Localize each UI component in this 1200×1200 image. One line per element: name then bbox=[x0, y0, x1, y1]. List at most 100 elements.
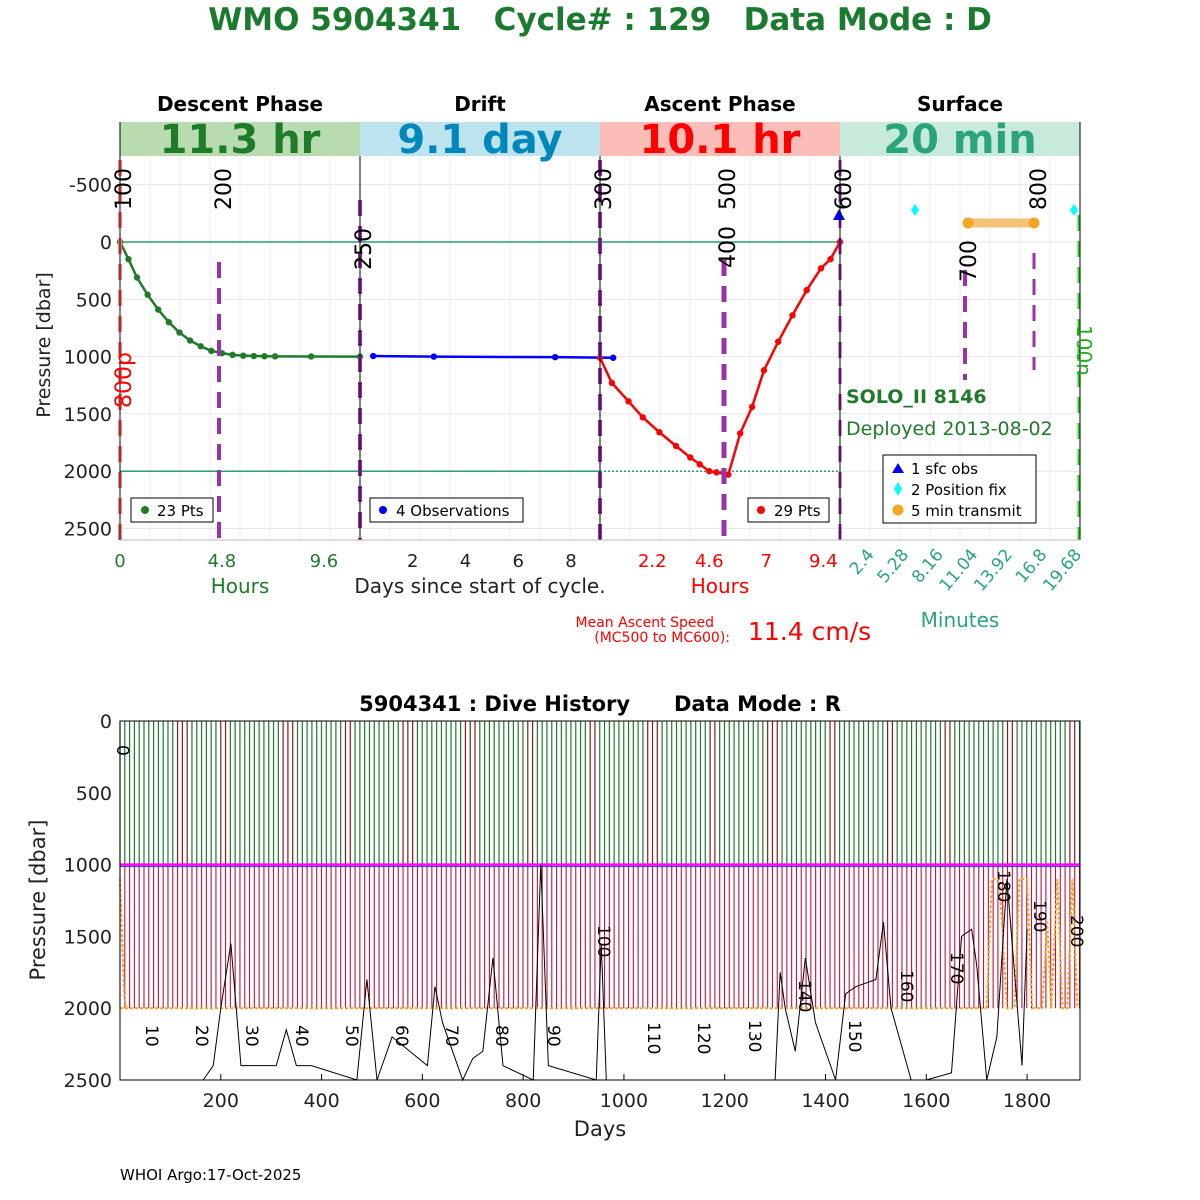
drift-point bbox=[430, 353, 438, 360]
ascent-point bbox=[639, 414, 646, 421]
drift-legend: 4 Observations bbox=[369, 497, 524, 523]
page-title: WMO 5904341 Cycle# : 129 Data Mode : D bbox=[208, 2, 992, 38]
ascent-duration: 10.1 hr bbox=[640, 117, 801, 163]
mission-code-400: 400 bbox=[716, 226, 741, 268]
cycle-label-190: 190 bbox=[1029, 900, 1049, 932]
cycle-label-170: 170 bbox=[946, 952, 966, 984]
history-y-tick-label: 2000 bbox=[64, 998, 112, 1020]
sfc-obs-legend-label: 1 sfc obs bbox=[911, 460, 978, 478]
transmit-legend-label: 5 min transmit bbox=[911, 502, 1022, 520]
dive-history-x-ticks: 200 400 600 800 1000 1200 1400 1600 1800 bbox=[203, 1074, 1051, 1112]
dive-history-ylabel: Pressure [dbar] bbox=[26, 820, 50, 981]
cycle-label-100: 100 bbox=[593, 925, 613, 957]
ascent-legend: 29 Pts bbox=[747, 497, 830, 523]
ascent-point bbox=[736, 430, 744, 437]
history-x-tick-label: 600 bbox=[404, 1090, 440, 1112]
history-x-tick-label: 1600 bbox=[902, 1090, 950, 1112]
drift-duration-band bbox=[360, 122, 600, 156]
ascent-point bbox=[625, 398, 632, 405]
phase-title-descent: Descent Phase bbox=[157, 92, 323, 116]
mission-code-100: 100 bbox=[112, 168, 137, 210]
history-x-tick-label: 1200 bbox=[701, 1090, 749, 1112]
green-pressure-label: 100n bbox=[1072, 325, 1096, 376]
ascent-point bbox=[748, 403, 756, 411]
history-y-tick-label: 1500 bbox=[64, 926, 112, 948]
ascent-point bbox=[706, 468, 713, 475]
drift-x-tick-label: 6 bbox=[513, 551, 524, 572]
transmit-end-point bbox=[1028, 217, 1040, 229]
cycle-label-50: 50 bbox=[341, 1025, 361, 1047]
cycle-y-tick-label: 500 bbox=[76, 289, 112, 311]
history-y-tick-label: 1000 bbox=[64, 855, 112, 877]
surface-x-tick-label: 5.28 bbox=[874, 545, 914, 587]
cycle-label-150: 150 bbox=[844, 1020, 864, 1052]
drift-x-tick-label: 2 bbox=[407, 551, 418, 572]
descent-point bbox=[165, 319, 173, 326]
drift-line bbox=[373, 354, 614, 359]
ascent-xlabel: Hours bbox=[691, 574, 750, 598]
cycle-label-20: 20 bbox=[191, 1025, 211, 1047]
ascent-legend-label: 29 Pts bbox=[774, 502, 821, 520]
surface-obs-point bbox=[833, 209, 845, 220]
ascent-point bbox=[687, 454, 694, 461]
drift-legend-label: 4 Observations bbox=[396, 502, 510, 520]
cycle-label-60: 60 bbox=[391, 1025, 411, 1047]
history-x-tick-label: 200 bbox=[203, 1090, 239, 1112]
mission-code-500: 500 bbox=[716, 168, 741, 210]
dive-history-profiles bbox=[119, 721, 1081, 1009]
ascent-point bbox=[817, 265, 825, 272]
history-x-tick-label: 1800 bbox=[1003, 1090, 1051, 1112]
ascent-point bbox=[656, 429, 663, 436]
ascent-duration-band bbox=[600, 122, 840, 156]
cycle-y-tick-label: -500 bbox=[69, 175, 112, 197]
red-pressure-label: 800p bbox=[112, 352, 137, 408]
history-y-tick-label: 500 bbox=[76, 783, 112, 805]
ascent-point bbox=[608, 379, 616, 387]
descent-x-tick-label: 0 bbox=[114, 551, 125, 572]
dive-history-y-ticks: 0 500 1000 1500 2000 2500 bbox=[64, 711, 112, 1092]
transmit-start-point bbox=[962, 217, 974, 229]
descent-point bbox=[229, 351, 236, 359]
descent-point bbox=[133, 274, 141, 281]
ascent-point bbox=[672, 442, 680, 450]
mission-code-300: 300 bbox=[592, 168, 617, 210]
mission-code-200: 200 bbox=[212, 168, 237, 210]
descent-point bbox=[250, 352, 258, 360]
cycle-chart: Descent Phase Drift Ascent Phase Surface… bbox=[33, 92, 1096, 646]
ascent-point bbox=[775, 338, 782, 345]
drift-point bbox=[551, 353, 559, 361]
drift-x-tick-label: 4 bbox=[460, 551, 471, 572]
cycle-y-tick-label: 2500 bbox=[64, 519, 112, 541]
drift-point bbox=[609, 354, 617, 361]
position-fix-point bbox=[911, 204, 919, 216]
mission-code-800: 800 bbox=[1027, 168, 1052, 210]
history-y-tick-label: 0 bbox=[100, 711, 112, 733]
mission-code-labels: 100 200 250 300 400 500 600 700 800 800p 100n bbox=[112, 168, 1096, 408]
drift-legend-marker bbox=[379, 506, 387, 514]
descent-legend-label: 23 Pts bbox=[157, 502, 204, 520]
ascent-x-tick-label: 4.6 bbox=[695, 551, 724, 572]
descent-point bbox=[239, 352, 247, 359]
surface-x-tick-label: 13.92 bbox=[970, 545, 1017, 595]
dive-history-xlabel: Days bbox=[574, 1117, 626, 1141]
position-fix-legend-marker bbox=[894, 482, 902, 496]
deployment-date: Deployed 2013-08-02 bbox=[846, 418, 1053, 440]
descent-xlabel: Hours bbox=[211, 574, 270, 598]
history-y-tick-label: 2500 bbox=[64, 1070, 112, 1092]
descent-point bbox=[144, 291, 151, 298]
ascent-point bbox=[725, 471, 732, 478]
cycle-y-tick-label: 1500 bbox=[64, 404, 112, 426]
ascent-speed-value: 11.4 cm/s bbox=[748, 617, 871, 646]
cycle-label-140: 140 bbox=[794, 980, 814, 1012]
descent-point bbox=[208, 347, 215, 355]
history-x-tick-label: 1400 bbox=[801, 1090, 849, 1112]
ascent-point bbox=[760, 367, 768, 374]
descent-point bbox=[261, 353, 268, 360]
cycle-label-40: 40 bbox=[291, 1025, 311, 1047]
ascent-point bbox=[713, 469, 720, 476]
ascent-legend-marker bbox=[757, 506, 765, 514]
footer-credit: WHOI Argo:17-Oct-2025 bbox=[120, 1166, 302, 1184]
descent-point bbox=[155, 306, 162, 313]
float-name: SOLO_II 8146 bbox=[846, 386, 987, 408]
cycle-chart-y-ticks: -500 0 500 1000 1500 2000 2500 bbox=[64, 175, 112, 541]
